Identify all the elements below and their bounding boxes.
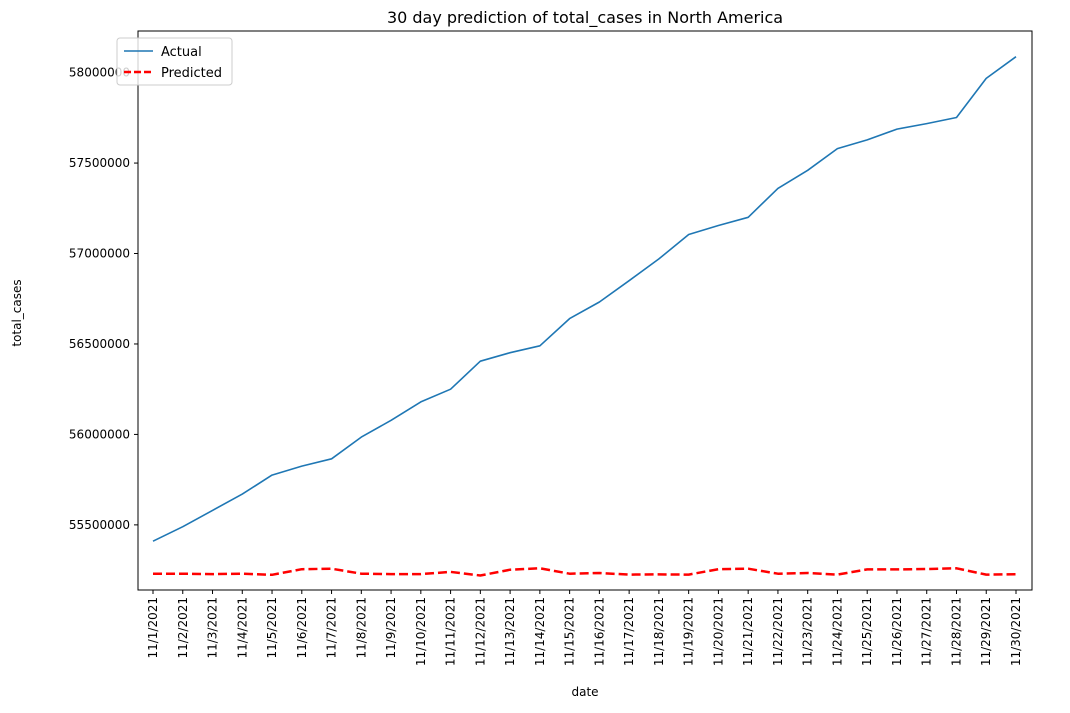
y-tick-label: 57500000 xyxy=(69,156,130,170)
x-tick-label: 11/8/2021 xyxy=(354,597,368,659)
x-tick-label: 11/1/2021 xyxy=(146,597,160,659)
x-tick-label: 11/26/2021 xyxy=(890,597,904,666)
x-tick-label: 11/28/2021 xyxy=(949,597,963,666)
x-tick-label: 11/14/2021 xyxy=(533,597,547,666)
x-tick-label: 11/25/2021 xyxy=(860,597,874,666)
x-tick-label: 11/3/2021 xyxy=(206,597,220,659)
x-tick-label: 11/7/2021 xyxy=(325,597,339,659)
chart-title: 30 day prediction of total_cases in Nort… xyxy=(387,8,783,28)
x-tick-label: 11/5/2021 xyxy=(265,597,279,659)
x-tick-label: 11/29/2021 xyxy=(979,597,993,666)
x-tick-label: 11/15/2021 xyxy=(563,597,577,666)
y-tick-label: 56500000 xyxy=(69,337,130,351)
legend: Actual Predicted xyxy=(116,37,233,86)
x-tick-label: 11/12/2021 xyxy=(473,597,487,666)
x-tick-label: 11/10/2021 xyxy=(414,597,428,666)
series-line-actual xyxy=(152,56,1017,542)
x-axis-label: date xyxy=(571,685,598,699)
plot-area xyxy=(152,56,1017,577)
x-tick-label: 11/13/2021 xyxy=(503,597,517,666)
x-tick-label: 11/6/2021 xyxy=(295,597,309,659)
x-tick-label: 11/20/2021 xyxy=(711,597,725,666)
x-tick-label: 11/24/2021 xyxy=(830,597,844,666)
x-tick-label: 11/9/2021 xyxy=(384,597,398,659)
legend-label-predicted: Predicted xyxy=(161,66,222,81)
x-tick-label: 11/30/2021 xyxy=(1009,597,1023,666)
plot-frame xyxy=(137,30,1033,591)
y-axis-label: total_cases xyxy=(10,279,24,346)
x-tick-label: 11/23/2021 xyxy=(801,597,815,666)
axes: 55500000 56000000 56500000 57000000 57500000… xyxy=(69,30,1033,666)
x-tick-label: 11/16/2021 xyxy=(592,597,606,666)
x-tick-label: 11/11/2021 xyxy=(444,597,458,666)
y-tick-label: 57000000 xyxy=(69,247,130,261)
legend-label-actual: Actual xyxy=(161,45,202,60)
x-tick-label: 11/21/2021 xyxy=(741,597,755,666)
series-line-predicted xyxy=(153,567,1017,577)
x-tick-label: 11/4/2021 xyxy=(235,597,249,659)
x-tick-label: 11/22/2021 xyxy=(771,597,785,666)
x-tick-label: 11/17/2021 xyxy=(622,597,636,666)
x-tick-label: 11/27/2021 xyxy=(920,597,934,666)
x-tick-label: 11/2/2021 xyxy=(176,597,190,659)
y-tick-label: 56000000 xyxy=(69,427,130,441)
x-tick-label: 11/18/2021 xyxy=(652,597,666,666)
y-tick-label: 58000000 xyxy=(69,66,130,80)
x-tick-label: 11/19/2021 xyxy=(682,597,696,666)
y-tick-label: 55500000 xyxy=(69,518,130,532)
